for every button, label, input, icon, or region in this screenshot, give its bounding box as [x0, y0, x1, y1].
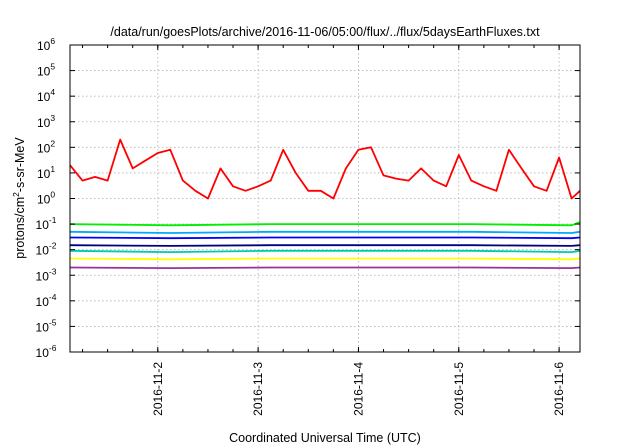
series-line-8: [69, 266, 581, 270]
series-line-7: [69, 257, 581, 261]
series-line-4: [69, 236, 581, 240]
y-tick-label: 103: [37, 113, 55, 130]
y-tick-base: 10: [36, 320, 50, 334]
y-axis-label-superscript: 2: [11, 192, 21, 197]
y-tick-label: 102: [37, 138, 55, 155]
y-tick-base: 10: [36, 346, 50, 360]
y-tick-base: 10: [37, 39, 51, 53]
y-axis-label-part-2: -s-sr-MeV: [13, 137, 27, 193]
y-tick-exponent: 3: [50, 113, 55, 123]
x-tick-label: 2016-11-5: [452, 362, 466, 416]
y-tick-base: 10: [37, 90, 51, 104]
x-axis: 2016-11-2 2016-11-3 2016-11-4 2016-11-5 2016…: [82, 45, 566, 416]
y-tick-exponent: 4: [50, 87, 55, 97]
y-tick-base: 10: [36, 218, 50, 232]
y-tick-label: 10-2: [36, 241, 57, 258]
series-line-3: [69, 230, 581, 234]
series-line-1: [69, 138, 581, 200]
y-tick-label: 106: [37, 36, 55, 53]
series-line-6: [69, 249, 581, 254]
y-tick-base: 10: [37, 116, 51, 130]
y-tick-exponent: 1: [50, 164, 55, 174]
series-line-2: [69, 221, 581, 227]
y-tick-exponent: -4: [49, 292, 57, 302]
x-axis-label: Coordinated Universal Time (UTC): [229, 431, 421, 445]
y-tick-label: 101: [37, 164, 55, 181]
y-tick-label: 10-6: [36, 343, 57, 360]
y-tick-exponent: -2: [49, 241, 57, 251]
grid: [70, 45, 580, 352]
y-tick-label: 10-4: [36, 292, 57, 309]
y-tick-label: 10-5: [36, 317, 57, 334]
y-tick-base: 10: [36, 244, 50, 258]
y-tick-label: 10-3: [36, 266, 57, 283]
chart-title: /data/run/goesPlots/archive/2016-11-06/0…: [110, 25, 540, 39]
y-tick-base: 10: [37, 141, 51, 155]
y-tick-label: 10-1: [36, 215, 57, 232]
y-tick-exponent: 0: [50, 190, 55, 200]
y-tick-base: 10: [37, 193, 51, 207]
y-axis: 10-610-510-410-310-210-11001011021031041…: [36, 36, 580, 360]
y-tick-exponent: -5: [49, 317, 57, 327]
y-tick-label: 105: [37, 62, 55, 79]
series-line-5: [69, 244, 581, 247]
x-tick-label: 2016-11-2: [151, 362, 165, 416]
y-tick-exponent: -6: [49, 343, 57, 353]
y-tick-base: 10: [36, 269, 50, 283]
y-tick-label: 100: [37, 190, 55, 207]
y-tick-exponent: 6: [50, 36, 55, 46]
y-tick-label: 104: [37, 87, 55, 104]
x-tick-label: 2016-11-3: [251, 362, 265, 416]
x-tick-label: 2016-11-4: [351, 362, 365, 416]
y-axis-label-part-1: protons/cm: [13, 197, 27, 259]
x-tick-label: 2016-11-6: [552, 362, 566, 416]
y-tick-exponent: 5: [50, 62, 55, 72]
y-tick-exponent: -1: [49, 215, 57, 225]
y-tick-base: 10: [36, 295, 50, 309]
series-layer: [69, 138, 581, 270]
y-axis-label: protons/cm2-s-sr-MeV: [11, 137, 27, 259]
y-tick-base: 10: [37, 167, 51, 181]
y-tick-base: 10: [37, 65, 51, 79]
y-tick-exponent: -3: [49, 266, 57, 276]
y-tick-exponent: 2: [50, 138, 55, 148]
